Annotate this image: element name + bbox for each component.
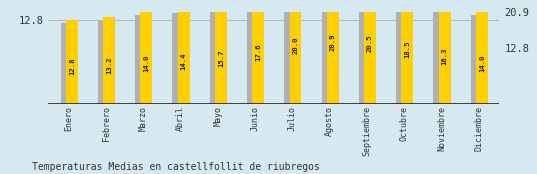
Text: 14.0: 14.0: [479, 54, 485, 72]
Bar: [471, 15, 481, 104]
Bar: [98, 21, 108, 104]
Text: 14.4: 14.4: [180, 53, 187, 70]
Text: Temperaturas Medias en castellfollit de riubregos: Temperaturas Medias en castellfollit de …: [32, 162, 320, 172]
Text: 12.8: 12.8: [69, 58, 75, 75]
Bar: [210, 4, 220, 104]
Text: 14.0: 14.0: [143, 54, 149, 72]
Text: 13.2: 13.2: [106, 57, 112, 74]
Bar: [433, 0, 444, 104]
Bar: [289, 0, 301, 104]
Bar: [61, 23, 71, 104]
Bar: [284, 0, 295, 104]
Text: 16.3: 16.3: [441, 47, 448, 65]
Bar: [247, 0, 257, 104]
Bar: [215, 1, 227, 104]
Bar: [66, 20, 78, 104]
Bar: [322, 0, 332, 104]
Bar: [252, 0, 264, 104]
Text: 15.7: 15.7: [218, 49, 224, 67]
Bar: [401, 0, 413, 104]
Text: 20.0: 20.0: [293, 36, 299, 54]
Bar: [476, 12, 488, 104]
Text: 20.5: 20.5: [367, 35, 373, 52]
Bar: [364, 0, 376, 104]
Text: 17.6: 17.6: [255, 44, 261, 61]
Bar: [396, 0, 407, 104]
Bar: [103, 17, 115, 104]
Bar: [140, 12, 153, 104]
Bar: [172, 13, 183, 104]
Text: 20.9: 20.9: [330, 34, 336, 51]
Bar: [439, 0, 451, 104]
Bar: [359, 0, 369, 104]
Bar: [327, 0, 339, 104]
Bar: [178, 10, 190, 104]
Bar: [135, 15, 146, 104]
Text: 18.5: 18.5: [404, 41, 410, 58]
